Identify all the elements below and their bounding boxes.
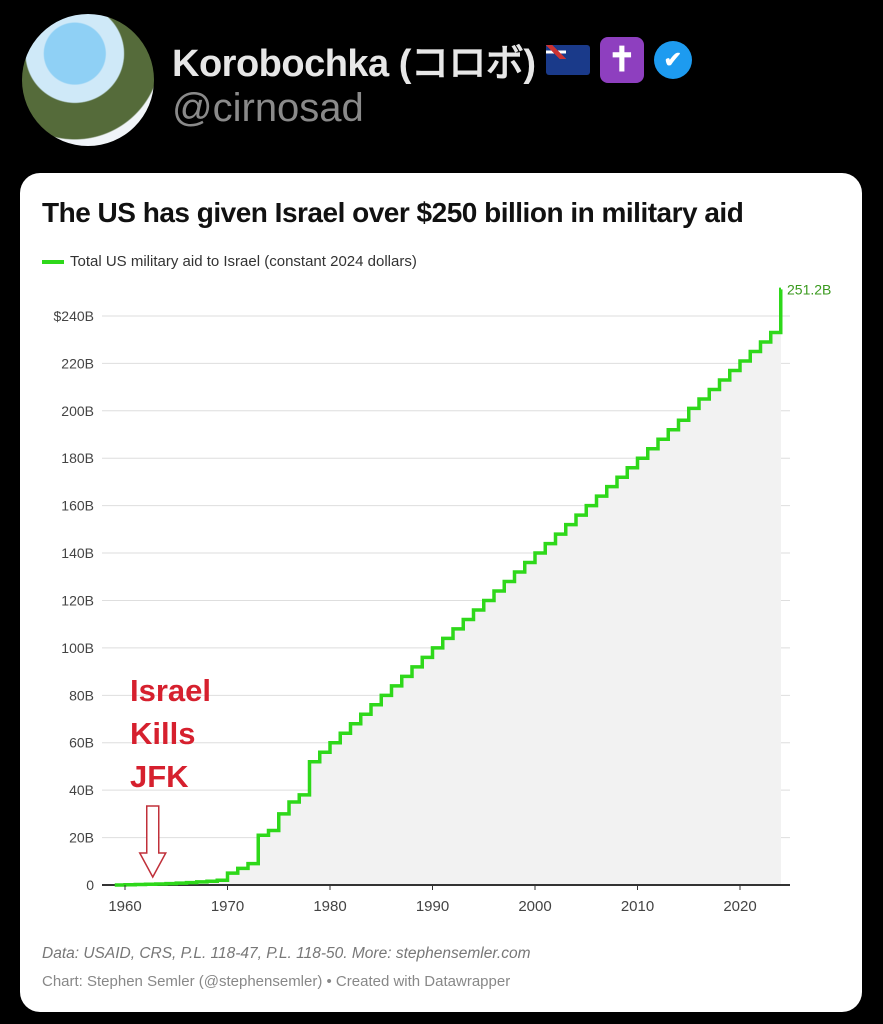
x-tick-label: 1970 bbox=[211, 898, 244, 915]
y-tick-label: 20B bbox=[69, 830, 94, 846]
y-tick-label: 60B bbox=[69, 735, 94, 751]
y-tick-label: 140B bbox=[61, 545, 94, 561]
chart-plot: 0 20B 40B 60B 80B 100B 120B 140B 160B 180B 200B 220… bbox=[54, 281, 832, 915]
y-tick-label: 0 bbox=[86, 877, 94, 893]
display-name-text: Korobochka (コロボ) bbox=[172, 43, 536, 85]
x-tick-label: 2020 bbox=[723, 898, 756, 915]
area-fill bbox=[114, 289, 781, 885]
y-tick-label: 220B bbox=[61, 355, 94, 371]
series-line bbox=[114, 287, 783, 887]
source-note[interactable]: Data: USAID, CRS, P.L. 118-47, P.L. 118-… bbox=[42, 945, 531, 962]
legend-swatch bbox=[42, 259, 64, 264]
x-tick-label: 1960 bbox=[108, 898, 141, 915]
y-tick-label: 200B bbox=[61, 403, 94, 419]
x-tick-label: 1990 bbox=[416, 898, 449, 915]
australia-flag-icon bbox=[545, 44, 590, 75]
x-tick-label: 1980 bbox=[313, 898, 346, 915]
credit-note: Chart: Stephen Semler (@stephensemler) •… bbox=[42, 973, 511, 990]
x-tick-label: 2000 bbox=[518, 898, 551, 915]
x-tick-label: 2010 bbox=[621, 898, 654, 915]
down-arrow-icon bbox=[138, 805, 168, 879]
chart-card: The US has given Israel over $250 billio… bbox=[20, 173, 862, 1012]
y-tick-label: 120B bbox=[61, 592, 94, 608]
latin-cross-icon: ✝ bbox=[599, 36, 644, 83]
annotation: Israel Kills JFK bbox=[130, 669, 211, 798]
annotation-line: Kills bbox=[130, 716, 196, 751]
avatar[interactable] bbox=[22, 14, 154, 146]
y-tick-label: 160B bbox=[61, 498, 94, 514]
user-handle[interactable]: @cirnosad bbox=[172, 86, 364, 130]
verified-badge-icon: ✔ bbox=[653, 40, 692, 79]
y-tick-label: 40B bbox=[69, 782, 94, 798]
annotation-line: Israel bbox=[130, 673, 212, 708]
final-value-label: 251.2B bbox=[787, 281, 831, 297]
display-name[interactable]: Korobochka (コロボ) ✝ ✔ bbox=[172, 32, 692, 87]
y-tick-label: $240B bbox=[54, 308, 94, 324]
y-tick-label: 100B bbox=[61, 640, 94, 656]
legend-label: Total US military aid to Israel (constan… bbox=[70, 253, 417, 270]
legend: Total US military aid to Israel (constan… bbox=[42, 253, 417, 270]
y-tick-label: 180B bbox=[61, 450, 94, 466]
y-tick-label: 80B bbox=[69, 687, 94, 703]
annotation-line: JFK bbox=[130, 759, 189, 794]
chart-title: The US has given Israel over $250 billio… bbox=[42, 197, 744, 228]
